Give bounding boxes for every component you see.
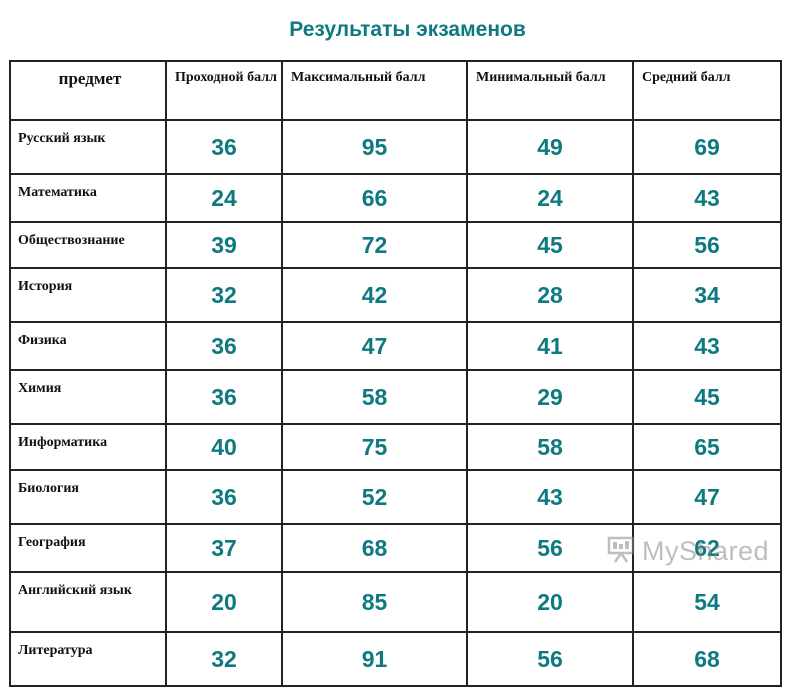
pass-score-cell: 32 — [165, 267, 283, 323]
table-row: Информатика 40 75 58 65 — [9, 423, 782, 471]
table-row: Литература 32 91 56 68 — [9, 631, 782, 687]
watermark-text: MyShared — [642, 536, 770, 566]
pass-score-cell: 36 — [165, 369, 283, 425]
min-score-cell: 56 — [466, 523, 634, 573]
avg-score-cell: 69 — [632, 119, 782, 175]
max-score-cell: 47 — [281, 321, 468, 371]
pass-score-cell: 39 — [165, 221, 283, 269]
max-score-cell: 42 — [281, 267, 468, 323]
subject-cell: История — [9, 267, 167, 323]
avg-score-cell: 43 — [632, 321, 782, 371]
table-row: История 32 42 28 34 — [9, 267, 782, 323]
pass-score-cell: 24 — [165, 173, 283, 223]
max-score-cell: 95 — [281, 119, 468, 175]
pass-score-cell: 36 — [165, 321, 283, 371]
min-score-cell: 49 — [466, 119, 634, 175]
avg-score-cell: 45 — [632, 369, 782, 425]
avg-score-cell: 65 — [632, 423, 782, 471]
max-score-cell: 58 — [281, 369, 468, 425]
min-score-cell: 24 — [466, 173, 634, 223]
column-header-pass-score: Проходной балл — [165, 60, 283, 121]
min-score-cell: 28 — [466, 267, 634, 323]
pass-score-cell: 37 — [165, 523, 283, 573]
min-score-cell: 56 — [466, 631, 634, 687]
table-row: Биология 36 52 43 47 — [9, 469, 782, 525]
subject-cell: Английский язык — [9, 571, 167, 633]
avg-score-cell: 54 — [632, 571, 782, 633]
table-row: Математика 24 66 24 43 — [9, 173, 782, 223]
subject-cell: Математика — [9, 173, 167, 223]
subject-cell: Литература — [9, 631, 167, 687]
pass-score-cell: 36 — [165, 119, 283, 175]
subject-cell: Обществознание — [9, 221, 167, 269]
table-row: Физика 36 47 41 43 — [9, 321, 782, 371]
column-header-min-score: Минимальный балл — [466, 60, 634, 121]
max-score-cell: 91 — [281, 631, 468, 687]
subject-cell: Информатика — [9, 423, 167, 471]
table-row: Обществознание 39 72 45 56 — [9, 221, 782, 269]
avg-score-cell: 68 — [632, 631, 782, 687]
table-row: Химия 36 58 29 45 — [9, 369, 782, 425]
max-score-cell: 66 — [281, 173, 468, 223]
table-row: Русский язык 36 95 49 69 — [9, 119, 782, 175]
min-score-cell: 29 — [466, 369, 634, 425]
column-header-avg-score: Средний балл — [632, 60, 782, 121]
min-score-cell: 20 — [466, 571, 634, 633]
table-row: Английский язык 20 85 20 54 — [9, 571, 782, 633]
exam-results-table: предмет Проходной балл Максимальный балл… — [9, 60, 782, 687]
max-score-cell: 85 — [281, 571, 468, 633]
avg-score-cell: 47 — [632, 469, 782, 525]
pass-score-cell: 20 — [165, 571, 283, 633]
max-score-cell: 72 — [281, 221, 468, 269]
max-score-cell: 75 — [281, 423, 468, 471]
avg-score-cell: 62 — [632, 523, 782, 573]
presentation-board-icon — [606, 534, 636, 569]
column-header-subject: предмет — [9, 60, 167, 121]
column-header-max-score: Максимальный балл — [281, 60, 468, 121]
watermark: MyShared — [606, 534, 769, 569]
subject-cell: География — [9, 523, 167, 573]
min-score-cell: 43 — [466, 469, 634, 525]
min-score-cell: 58 — [466, 423, 634, 471]
table-row: География 37 68 56 62 — [9, 523, 782, 573]
pass-score-cell: 40 — [165, 423, 283, 471]
subject-cell: Химия — [9, 369, 167, 425]
min-score-cell: 41 — [466, 321, 634, 371]
subject-cell: Биология — [9, 469, 167, 525]
subject-cell: Физика — [9, 321, 167, 371]
max-score-cell: 52 — [281, 469, 468, 525]
page-title: Результаты экзаменов — [289, 18, 526, 41]
avg-score-cell: 43 — [632, 173, 782, 223]
min-score-cell: 45 — [466, 221, 634, 269]
pass-score-cell: 32 — [165, 631, 283, 687]
max-score-cell: 68 — [281, 523, 468, 573]
avg-score-cell: 34 — [632, 267, 782, 323]
pass-score-cell: 36 — [165, 469, 283, 525]
avg-score-cell: 56 — [632, 221, 782, 269]
table-header-row: предмет Проходной балл Максимальный балл… — [9, 60, 782, 121]
subject-cell: Русский язык — [9, 119, 167, 175]
